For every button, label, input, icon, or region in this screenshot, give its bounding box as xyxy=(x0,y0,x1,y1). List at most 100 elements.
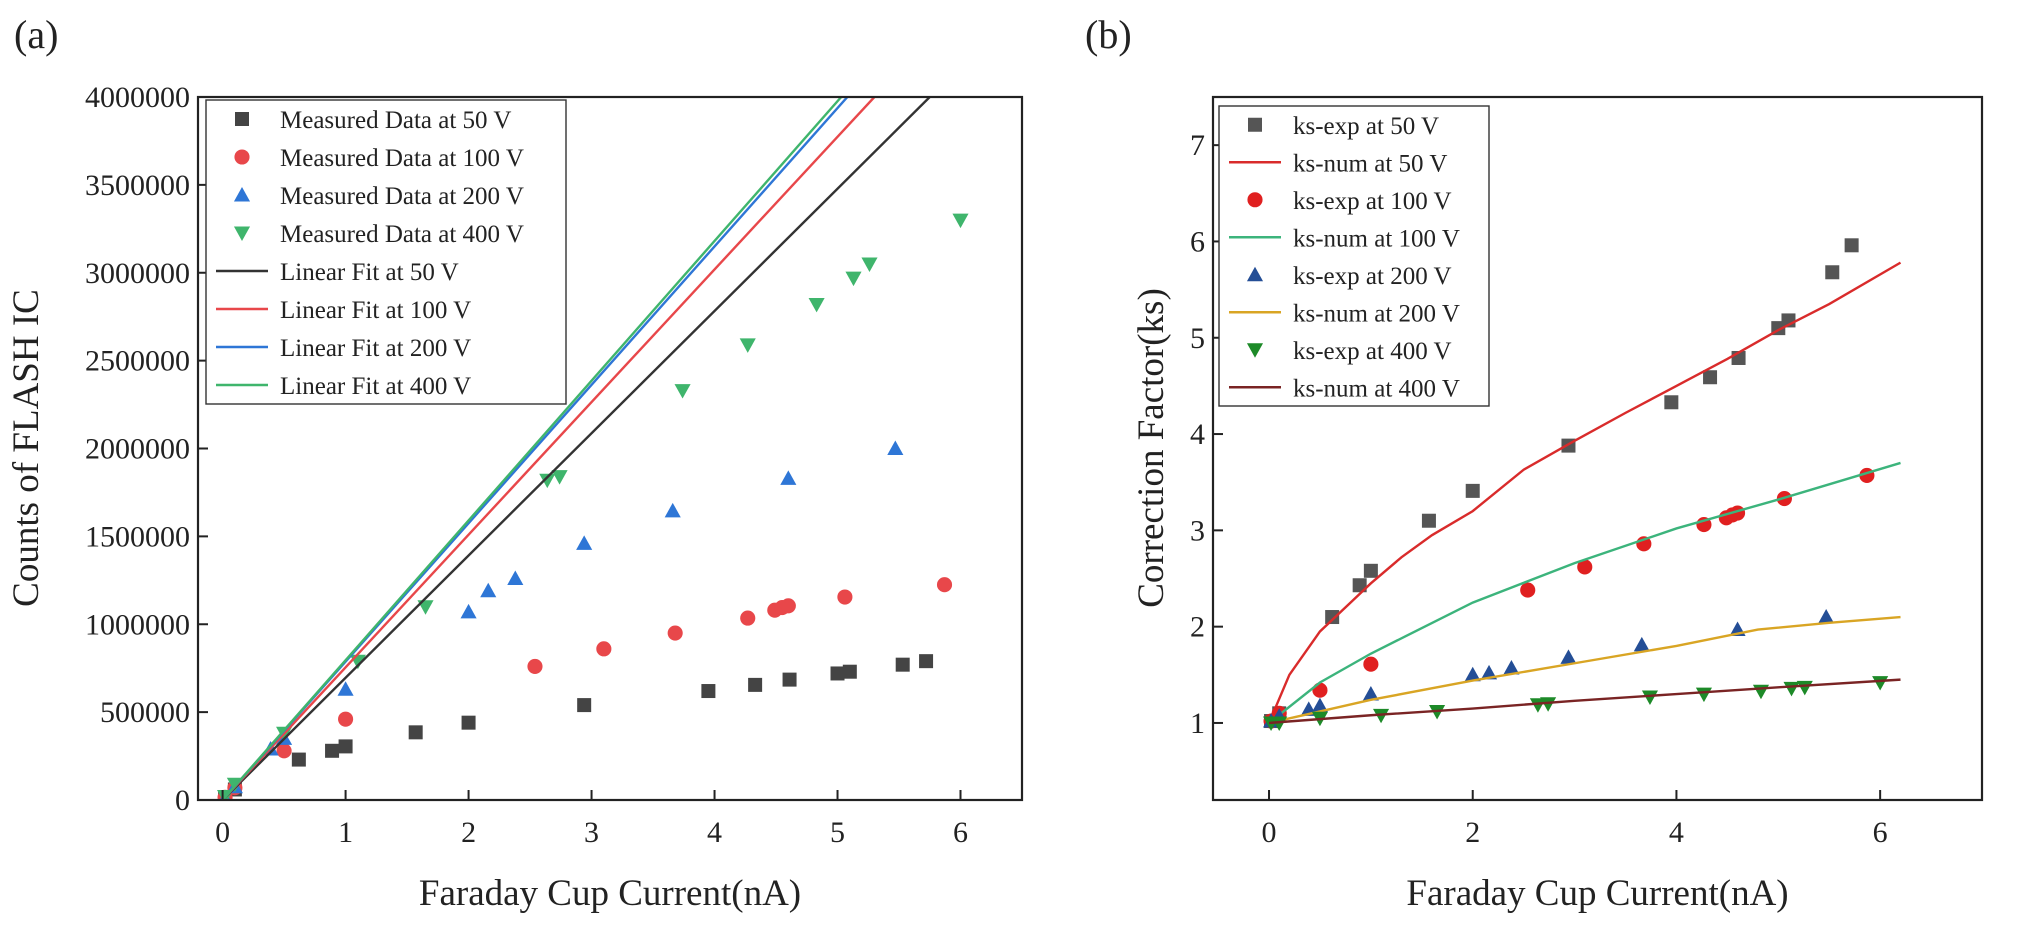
legend-label-b-0: ks-exp at 50 V xyxy=(1293,113,1439,140)
data-point-a-2-10 xyxy=(780,470,797,485)
data-point-a-3-11 xyxy=(861,257,878,273)
panel-a: (a) 0 1 2 3 4 5 6 0 500000 1000000 1500000 2000000 25… xyxy=(6,12,1024,914)
data-point-a-1-2 xyxy=(276,743,292,759)
data-point-b-4-5 xyxy=(1464,666,1481,682)
data-point-a-0-8 xyxy=(701,684,716,699)
data-point-a-0-11 xyxy=(830,666,845,681)
legend-label-a-1: Measured Data at 100 V xyxy=(280,145,524,172)
data-point-a-1-4 xyxy=(527,658,543,674)
legend-label-a-0: Measured Data at 50 V xyxy=(280,107,511,134)
series-line-a-5 xyxy=(221,97,876,800)
data-point-a-3-5 xyxy=(539,473,556,489)
data-point-b-4-7 xyxy=(1503,660,1520,675)
data-point-a-2-11 xyxy=(887,440,904,455)
legend-label-a-5: Linear Fit at 100 V xyxy=(280,297,471,324)
data-point-a-1-12 xyxy=(936,577,953,593)
data-point-b-4-8 xyxy=(1560,649,1577,664)
data-point-a-0-7 xyxy=(577,698,592,713)
data-point-a-2-6 xyxy=(480,582,497,598)
y-tick-label-a-3: 1500000 xyxy=(85,520,190,553)
legend-label-b-2: ks-exp at 100 V xyxy=(1293,188,1452,215)
data-point-a-1-7 xyxy=(740,610,756,626)
y-tick-label-a-4: 2000000 xyxy=(85,433,190,466)
y-tick-label-a-8: 4000000 xyxy=(85,81,190,114)
series-a-4 xyxy=(221,97,931,800)
data-point-a-0-5 xyxy=(408,725,423,740)
x-tick-label-a-3: 3 xyxy=(584,816,599,849)
x-tick-label-b-3: 6 xyxy=(1873,816,1888,849)
data-point-a-3-10 xyxy=(845,271,862,287)
y-tick-label-a-7: 3500000 xyxy=(85,169,190,202)
series-a-1 xyxy=(217,577,953,800)
data-point-b-0-13 xyxy=(1825,265,1840,280)
data-point-a-0-2 xyxy=(291,752,306,767)
data-point-a-3-7 xyxy=(674,384,691,399)
data-point-a-2-7 xyxy=(507,570,524,585)
legend-a: Measured Data at 50 V Measured Data at 10… xyxy=(205,99,567,405)
panel-label-a: (a) xyxy=(14,12,58,57)
series-line-a-4 xyxy=(221,97,931,800)
y-tick-label-b-1: 2 xyxy=(1190,611,1205,644)
x-tick-label-a-0: 0 xyxy=(215,816,230,849)
series-a-2 xyxy=(219,440,904,800)
data-point-b-0-3 xyxy=(1352,578,1367,593)
y-tick-label-b-4: 5 xyxy=(1190,322,1205,355)
data-point-b-6-5 xyxy=(1529,698,1546,713)
data-point-b-2-3 xyxy=(1363,656,1379,672)
series-a-5 xyxy=(221,97,876,800)
y-tick-label-a-5: 2500000 xyxy=(85,345,190,378)
legend-label-a-3: Measured Data at 400 V xyxy=(280,221,524,248)
data-point-a-2-9 xyxy=(664,502,681,518)
data-point-b-4-6 xyxy=(1480,664,1498,680)
legend-swatch-a-3 xyxy=(233,226,251,242)
data-point-b-6-10 xyxy=(1783,681,1800,697)
data-point-b-6-12 xyxy=(1872,676,1889,691)
legend-label-b-6: ks-exp at 400 V xyxy=(1293,338,1452,365)
data-point-b-6-7 xyxy=(1641,690,1659,706)
x-tick-label-a-6: 6 xyxy=(953,816,968,849)
x-tick-label-a-2: 2 xyxy=(461,816,476,849)
legend-label-b-3: ks-num at 100 V xyxy=(1293,225,1460,252)
data-point-a-1-5 xyxy=(596,641,612,657)
y-axis-title-b: Correction Factor(ks) xyxy=(1131,288,1172,608)
data-point-a-0-6 xyxy=(461,715,476,730)
data-point-a-0-3 xyxy=(325,743,340,758)
panel-label-b: (b) xyxy=(1085,12,1132,57)
data-point-a-0-13 xyxy=(895,657,910,672)
data-point-b-6-6 xyxy=(1540,697,1557,712)
x-tick-label-b-2: 4 xyxy=(1669,816,1684,849)
legend-swatch-a-1 xyxy=(234,149,250,165)
y-tick-label-a-2: 1000000 xyxy=(85,608,190,641)
data-point-a-0-12 xyxy=(842,664,857,679)
data-point-a-0-4 xyxy=(338,739,353,754)
data-point-a-1-11 xyxy=(837,589,853,605)
legend-swatch-b-2 xyxy=(1247,192,1263,208)
legend-label-a-7: Linear Fit at 400 V xyxy=(280,373,471,400)
data-point-a-0-14 xyxy=(919,654,934,669)
series-line-a-7 xyxy=(221,97,843,800)
data-point-b-2-5 xyxy=(1577,559,1593,575)
data-point-b-0-6 xyxy=(1465,483,1480,498)
data-point-b-2-4 xyxy=(1520,582,1536,598)
legend-label-a-2: Measured Data at 200 V xyxy=(280,183,524,210)
plot-area-a xyxy=(217,97,969,800)
data-point-b-0-4 xyxy=(1363,563,1378,578)
legend-label-b-4: ks-exp at 200 V xyxy=(1293,263,1452,290)
series-b-5 xyxy=(1268,615,1901,725)
legend-label-b-5: ks-num at 200 V xyxy=(1293,300,1460,327)
legend-b: ks-exp at 50 V ks-num at 50 V ks-exp at 10… xyxy=(1218,105,1490,407)
y-tick-label-a-1: 500000 xyxy=(100,696,190,729)
y-tick-label-b-5: 6 xyxy=(1190,225,1205,258)
y-tick-label-b-3: 4 xyxy=(1190,418,1205,451)
data-point-b-4-4 xyxy=(1362,686,1379,701)
data-point-b-6-4 xyxy=(1429,704,1446,720)
data-point-a-2-4 xyxy=(337,681,354,696)
legend-swatch-b-6 xyxy=(1246,343,1264,358)
data-point-b-4-11 xyxy=(1818,608,1835,624)
series-line-b-5 xyxy=(1268,615,1901,725)
data-point-b-4-9 xyxy=(1633,636,1650,652)
legend-label-a-6: Linear Fit at 200 V xyxy=(280,335,471,362)
data-point-b-6-1 xyxy=(1271,716,1288,732)
data-point-a-1-6 xyxy=(667,625,683,641)
